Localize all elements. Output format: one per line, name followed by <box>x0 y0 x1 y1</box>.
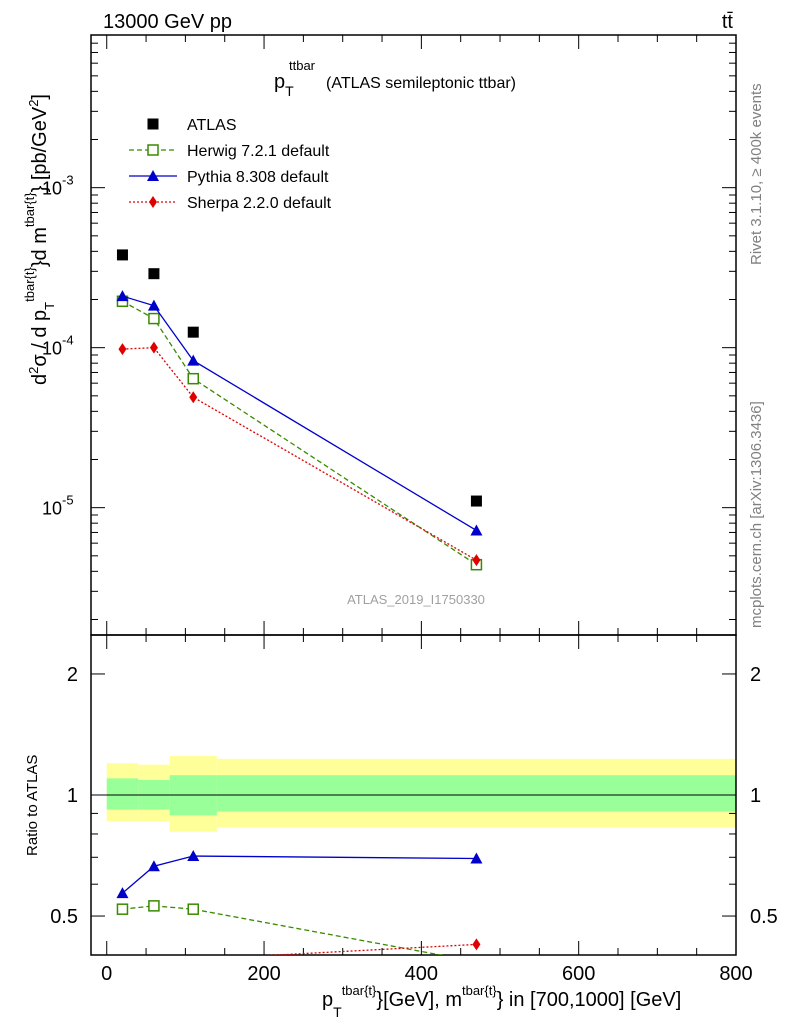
ratio-y-tick-label: 1 <box>67 785 78 807</box>
legend-marker <box>147 170 159 181</box>
ratio-data-point <box>472 938 481 951</box>
main-series-group <box>116 249 483 571</box>
main-data-point <box>189 391 198 404</box>
ratio-data-point <box>147 860 160 872</box>
main-series-line <box>122 347 477 561</box>
main-series-line <box>122 300 477 566</box>
y-tick-exponent: -3 <box>62 173 74 188</box>
x-axis-label: pTtbar{t}}[GeV], mtbar{t}} in [700,1000]… <box>322 983 681 1020</box>
y-tick-label: 10 <box>42 339 62 359</box>
plot-title: pTttbar (ATLAS semileptonic ttbar) <box>274 58 516 99</box>
legend-label: Pythia 8.308 default <box>187 169 329 186</box>
legend-label: Sherpa 2.2.0 default <box>187 195 332 212</box>
y-tick-label: 10 <box>42 499 62 519</box>
ratio-ylabel: Ratio to ATLAS <box>24 755 41 856</box>
main-data-point <box>149 341 158 354</box>
main-data-point <box>187 372 200 385</box>
ratio-series-line <box>122 905 444 955</box>
ratio-data-point <box>148 900 160 912</box>
ratio-y-tick-label: 2 <box>67 664 78 686</box>
title-sub: T <box>285 83 294 99</box>
ratio-y-tick-label: 0.5 <box>50 906 78 928</box>
main-data-point <box>116 249 128 261</box>
legend-marker <box>149 196 157 208</box>
main-data-point <box>472 554 481 567</box>
ratio-series-line <box>122 855 477 894</box>
title-main: p <box>274 71 285 93</box>
rivet-label: Rivet 3.1.10, ≥ 400k events <box>748 83 765 265</box>
ratio-data-point <box>187 850 200 862</box>
ratio-data-point <box>116 903 129 915</box>
beam-label: 13000 GeV pp <box>103 11 232 33</box>
x-tick-label: 0 <box>101 963 112 985</box>
legend-marker <box>147 144 159 156</box>
ratio-data-point <box>187 903 200 915</box>
analysis-watermark: ATLAS_2019_I1750330 <box>347 592 485 607</box>
ratio-series-group <box>116 850 483 955</box>
x-tick-label: 200 <box>247 963 280 985</box>
x-tick-label: 800 <box>719 963 752 985</box>
ratio-y-tick-label-right: 1 <box>750 785 761 807</box>
legend-label: Herwig 7.2.1 default <box>187 143 330 160</box>
ratio-data-point <box>470 852 483 864</box>
y-tick-label: 10 <box>42 179 62 199</box>
ratio-series-line <box>264 943 477 955</box>
main-data-point <box>148 268 160 280</box>
x-tick-label: 600 <box>562 963 595 985</box>
main-data-point <box>116 290 129 302</box>
main-data-point <box>187 354 200 366</box>
main-data-point <box>470 524 483 536</box>
main-data-point <box>147 299 160 311</box>
main-data-point <box>470 495 482 507</box>
main-series-line <box>122 295 477 532</box>
ratio-uncertainty-bands <box>106 756 736 832</box>
y-tick-exponent: -4 <box>62 333 74 348</box>
stat-uncertainty-band <box>216 775 736 812</box>
y-tick-exponent: -5 <box>62 493 74 508</box>
x-tick-label: 400 <box>405 963 438 985</box>
main-data-point <box>187 326 199 338</box>
ratio-y-tick-label-right: 2 <box>750 664 761 686</box>
title-sup: ttbar <box>289 58 316 73</box>
stat-uncertainty-band <box>106 778 139 810</box>
legend: ATLAS Herwig 7.2.1 default Pythia 8.308 de… <box>129 117 332 212</box>
ratio-data-point <box>116 887 129 899</box>
source-label: mcplots.cern.ch [arXiv:1306.3436] <box>748 401 765 628</box>
legend-label: ATLAS <box>187 117 237 134</box>
legend-marker <box>147 118 159 130</box>
ratio-y-tick-label-right: 0.5 <box>750 906 778 928</box>
process-label: tt̄ <box>722 11 734 33</box>
main-data-point <box>118 343 127 356</box>
title-rest: (ATLAS semileptonic ttbar) <box>326 75 516 92</box>
main-data-point <box>148 312 160 325</box>
